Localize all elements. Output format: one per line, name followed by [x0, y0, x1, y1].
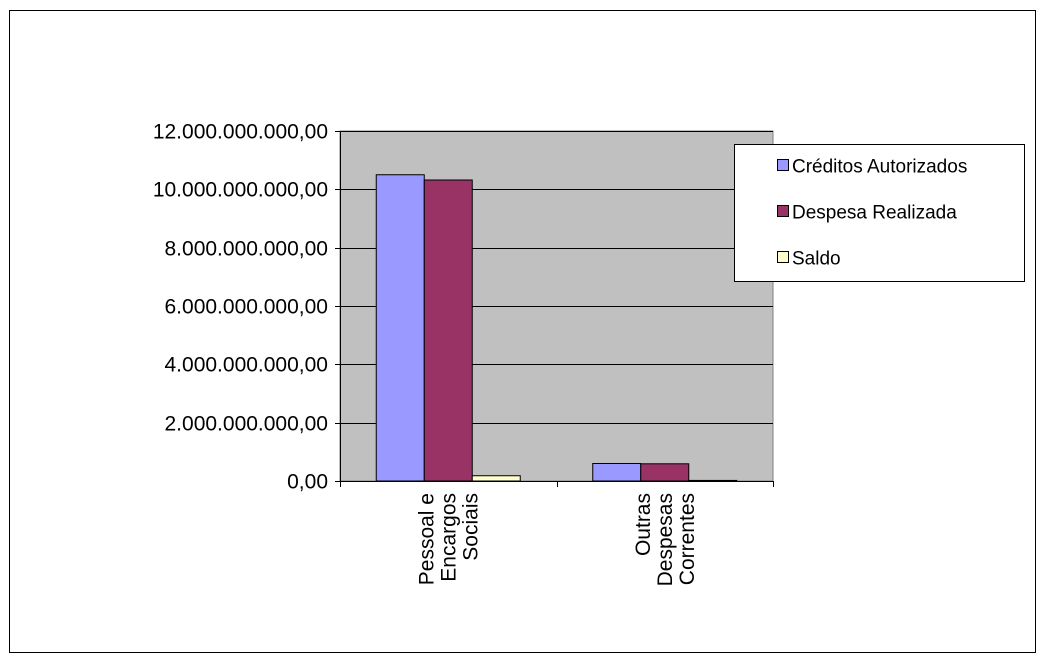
x-tick-label: Outras — [632, 493, 655, 556]
y-tick-label: 0,00 — [287, 471, 328, 494]
bar-2-2 — [640, 463, 690, 482]
y-tick-label: 8.000.000.000,00 — [165, 238, 329, 261]
legend-label: Saldo — [792, 249, 841, 270]
legend-swatch — [777, 159, 789, 171]
y-tick-label: 12.000.000.000,00 — [153, 121, 328, 144]
bar-1-2 — [592, 463, 642, 482]
x-tick-label: Pessoal e — [415, 493, 438, 585]
y-tick-label: 2.000.000.000,00 — [165, 413, 329, 436]
bar-chart: 0,00 2.000.000.000,00 4.000.000.000,00 6.00… — [153, 121, 1025, 586]
legend-swatch — [777, 205, 789, 217]
x-tick-label: Despesas — [654, 493, 677, 586]
x-tick-label: Correntes — [676, 493, 699, 585]
legend-label: Despesa Realizada — [792, 203, 957, 224]
chart-frame: 0,00 2.000.000.000,00 4.000.000.000,00 6.00… — [9, 10, 1036, 653]
y-tick-label: 10.000.000.000,00 — [153, 179, 328, 202]
y-tick-label: 6.000.000.000,00 — [165, 296, 329, 319]
x-tick-label: Sociais — [459, 493, 482, 561]
legend-label: Créditos Autorizados — [792, 157, 967, 178]
bar-2-1 — [423, 179, 473, 482]
y-tick-label: 4.000.000.000,00 — [165, 354, 329, 377]
x-tick-label: Encargos — [437, 493, 460, 582]
bar-1-1 — [375, 174, 425, 482]
legend-swatch — [777, 251, 789, 263]
bar-3-1 — [471, 475, 521, 482]
